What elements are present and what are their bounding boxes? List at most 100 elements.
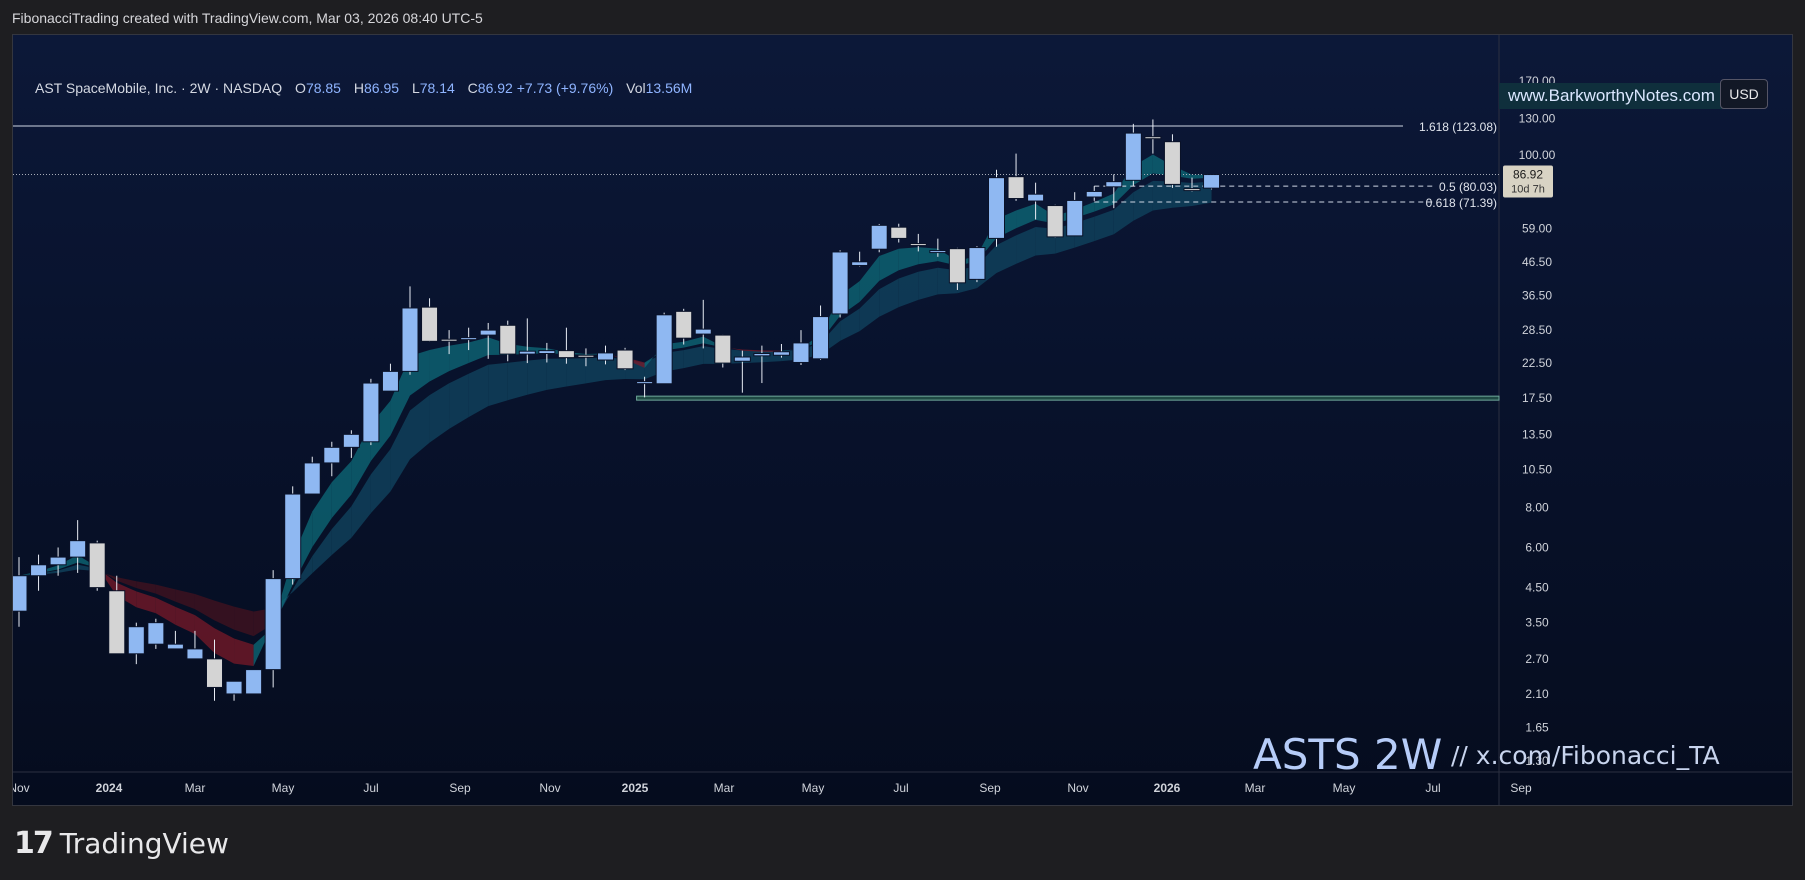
footer-brand: TradingView <box>59 827 229 860</box>
candle-body <box>616 349 634 370</box>
symbol-info: AST SpaceMobile, Inc. · 2W · NASDAQ O78.… <box>35 80 692 96</box>
time-axis-label: Sep <box>1510 781 1532 795</box>
chart-overlay-title: ASTS 2W <box>1253 730 1443 779</box>
candle-body <box>440 338 458 342</box>
slow-ribbon-segment <box>194 594 215 621</box>
price-axis-label: 59.00 <box>1522 222 1552 236</box>
close-label: C <box>467 80 478 96</box>
slow-ribbon-segment <box>468 364 489 418</box>
currency-button[interactable]: USD <box>1720 79 1768 109</box>
fast-ribbon-segment <box>390 356 410 436</box>
slow-ribbon-segment <box>585 357 606 384</box>
slow-ribbon-segment <box>859 289 880 332</box>
candle-body <box>1105 181 1123 188</box>
fast-ribbon-segment <box>1016 203 1036 229</box>
slow-ribbon-segment <box>58 564 78 573</box>
candle-body <box>772 351 790 356</box>
candle-body <box>1203 174 1221 189</box>
price-axis-label: 6.00 <box>1525 540 1549 554</box>
candle-body <box>1183 188 1201 192</box>
slow-ribbon-segment <box>410 395 430 460</box>
fast-ribbon-segment <box>429 345 450 382</box>
time-axis-label: Nov <box>13 781 30 795</box>
open-label: O <box>295 80 306 96</box>
fast-ribbon-segment <box>898 247 919 271</box>
candle-body <box>675 310 693 339</box>
candle-body <box>166 643 184 650</box>
slow-ribbon-segment <box>683 346 704 369</box>
fast-ribbon-segment <box>1094 193 1114 212</box>
slow-ribbon-segment <box>1113 192 1134 235</box>
slow-ribbon-segment <box>566 358 586 387</box>
tradingview-footer[interactable]: 17 TradingView <box>14 826 229 861</box>
low-value: 78.14 <box>419 80 455 96</box>
slow-ribbon-segment <box>918 267 938 300</box>
candle-body <box>851 261 869 266</box>
fib-level-label: 0.5 (80.03) <box>1439 180 1497 194</box>
chart-caption: FibonacciTrading created with TradingVie… <box>12 10 483 26</box>
candle-body <box>1085 190 1103 198</box>
fast-ribbon-segment <box>370 400 391 462</box>
candle-body <box>831 251 849 315</box>
watermark-link[interactable]: www.BarkworthyNotes.com <box>1499 83 1724 109</box>
high-label: H <box>353 80 364 96</box>
chart-frame[interactable]: 1.618 (123.08) 0.5 (80.03) 0.618 (71.39) 17… <box>12 34 1793 806</box>
support-zone <box>636 395 1500 401</box>
last-price-value: 86.92 <box>1513 168 1543 182</box>
last-price-tag <box>1503 165 1553 198</box>
time-axis-label: Nov <box>539 781 560 795</box>
slow-ribbon <box>19 180 1212 637</box>
candle-body <box>381 370 399 392</box>
time-axis-label: Mar <box>714 781 735 795</box>
fast-ribbon-segment <box>683 336 704 348</box>
fast-ribbon-segment <box>155 597 176 625</box>
candle-body <box>1027 193 1045 202</box>
slow-ribbon-segment <box>370 449 391 514</box>
candle-body <box>499 324 517 355</box>
slow-ribbon-segment <box>292 556 313 593</box>
fib-level-label: 1.618 (123.08) <box>1419 120 1497 134</box>
candle-body <box>1066 199 1084 237</box>
open-value: 78.85 <box>305 80 341 96</box>
candle-body <box>1124 132 1142 181</box>
slow-ribbon-segment <box>214 600 235 630</box>
time-axis-label: May <box>272 781 295 795</box>
price-axis-label: 28.50 <box>1522 323 1552 337</box>
candle-body <box>264 578 282 671</box>
candle-body <box>577 354 595 358</box>
candle-body <box>597 352 614 361</box>
candle-body <box>225 680 243 695</box>
fast-ribbon-segment <box>136 591 156 614</box>
candle-body <box>342 433 360 448</box>
fast-ribbon-segment <box>859 256 880 302</box>
low-label: L <box>411 80 420 96</box>
candle-body <box>909 243 927 247</box>
slow-ribbon-segment <box>175 589 195 610</box>
fast-ribbon-segment <box>449 342 469 372</box>
time-axis-label: Sep <box>979 781 1001 795</box>
candle-body <box>127 626 145 655</box>
candle-body <box>186 648 204 660</box>
fast-ribbon-segment <box>605 353 626 360</box>
candle-body <box>733 356 751 362</box>
price-axis-label: 10.50 <box>1522 462 1552 476</box>
candle-body <box>714 334 732 364</box>
candle-body <box>460 337 478 341</box>
candle-body <box>655 314 673 385</box>
slow-ribbon-segment <box>996 235 1017 273</box>
slow-ribbon-segment <box>879 278 899 317</box>
candle-body <box>401 307 419 372</box>
slow-ribbon-segment <box>527 358 547 395</box>
chart-canvas[interactable]: 1.618 (123.08) 0.5 (80.03) 0.618 (71.39) 17… <box>13 35 1792 805</box>
fast-ribbon-segment <box>331 461 352 518</box>
candle-body <box>49 556 67 566</box>
candle-body <box>245 669 263 695</box>
candle-body <box>792 342 810 363</box>
price-axis-label: 3.50 <box>1525 616 1549 630</box>
slow-ribbon-segment <box>116 577 137 588</box>
slow-ribbon-segment <box>312 529 332 574</box>
candle-body <box>694 328 712 335</box>
candle-body <box>108 590 126 655</box>
fast-ribbon-segment <box>214 628 235 664</box>
fast-ribbon-segment <box>234 638 254 666</box>
